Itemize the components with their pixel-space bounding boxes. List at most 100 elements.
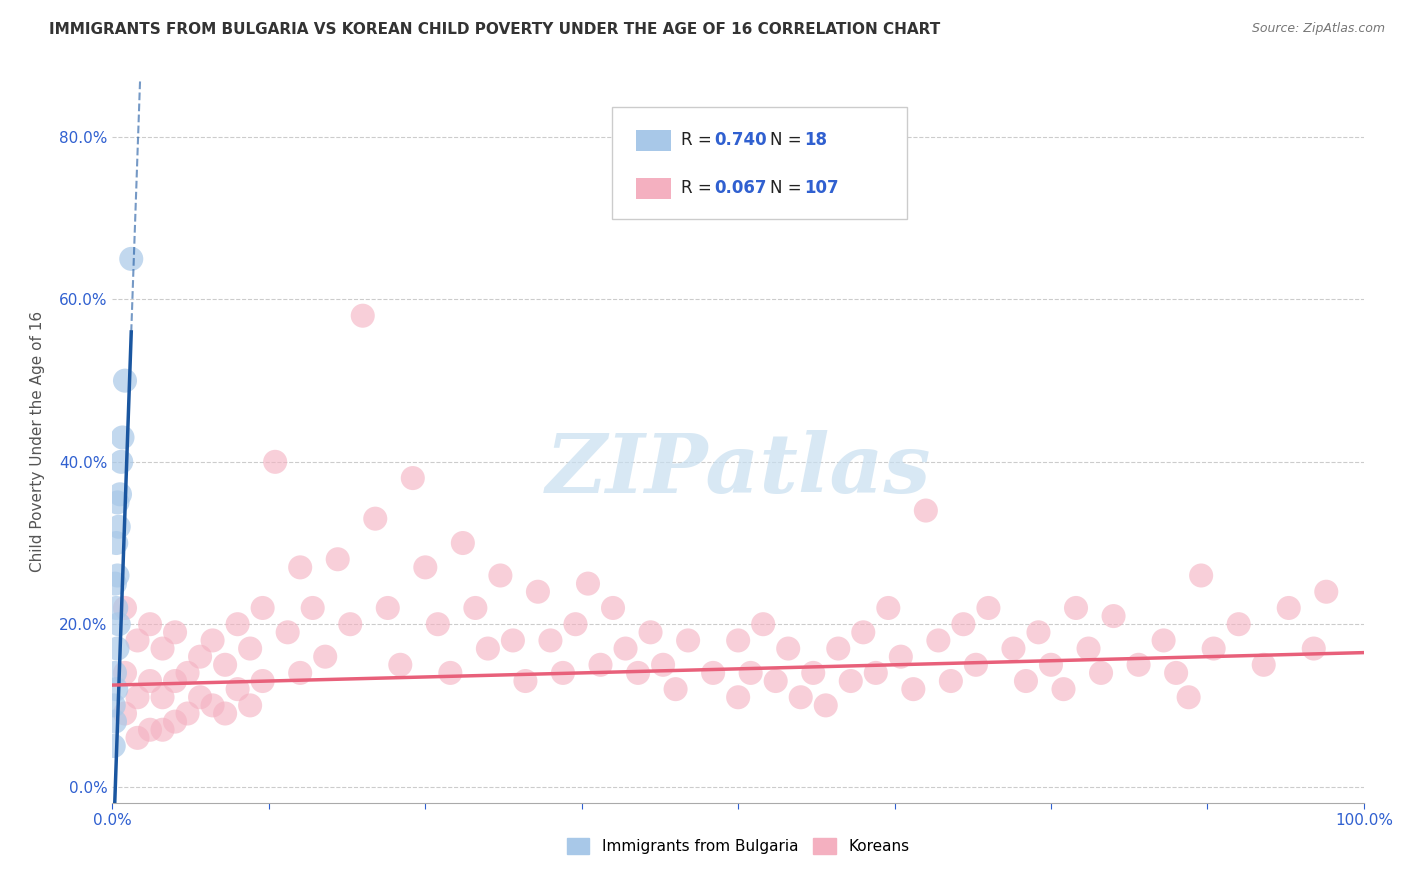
- Point: [1189, 568, 1212, 582]
- Point: [765, 673, 787, 688]
- Point: [614, 641, 637, 656]
- Point: [903, 682, 925, 697]
- Point: [477, 641, 499, 656]
- Point: [301, 601, 323, 615]
- Point: [176, 706, 198, 721]
- Point: [852, 625, 875, 640]
- Point: [439, 665, 461, 680]
- Point: [965, 657, 987, 672]
- Point: [103, 739, 125, 753]
- Point: [1028, 625, 1050, 640]
- Point: [1128, 657, 1150, 672]
- Point: [127, 690, 149, 705]
- Point: [152, 723, 174, 737]
- Point: [111, 430, 134, 444]
- Point: [1164, 665, 1187, 680]
- Point: [939, 673, 962, 688]
- Point: [1064, 601, 1087, 615]
- Point: [239, 698, 262, 713]
- Point: [163, 625, 186, 640]
- Point: [214, 657, 236, 672]
- Point: [827, 641, 849, 656]
- Point: [1102, 609, 1125, 624]
- Point: [127, 731, 149, 745]
- Point: [201, 698, 224, 713]
- Text: N =: N =: [770, 179, 807, 197]
- Point: [551, 665, 574, 680]
- Point: [120, 252, 142, 266]
- Text: 18: 18: [804, 131, 827, 149]
- Point: [377, 601, 399, 615]
- Point: [915, 503, 938, 517]
- Point: [1302, 641, 1324, 656]
- Point: [389, 657, 412, 672]
- Point: [107, 568, 129, 582]
- Point: [839, 673, 862, 688]
- Point: [108, 487, 131, 501]
- Point: [952, 617, 974, 632]
- Point: [977, 601, 1000, 615]
- Point: [890, 649, 912, 664]
- Point: [489, 568, 512, 582]
- Point: [364, 511, 387, 525]
- Point: [352, 309, 374, 323]
- Point: [1177, 690, 1199, 705]
- Point: [107, 495, 129, 509]
- Point: [252, 601, 274, 615]
- Point: [576, 576, 599, 591]
- Point: [740, 665, 762, 680]
- Point: [676, 633, 699, 648]
- Text: R =: R =: [681, 179, 717, 197]
- Point: [790, 690, 813, 705]
- Point: [290, 665, 312, 680]
- Text: 0.740: 0.740: [714, 131, 766, 149]
- Point: [627, 665, 650, 680]
- Point: [413, 560, 436, 574]
- Point: [107, 641, 129, 656]
- Point: [464, 601, 486, 615]
- Point: [104, 576, 127, 591]
- Point: [1052, 682, 1074, 697]
- Text: R =: R =: [681, 131, 717, 149]
- Point: [1315, 584, 1337, 599]
- Point: [139, 617, 162, 632]
- Point: [339, 617, 361, 632]
- Point: [107, 617, 129, 632]
- Point: [1015, 673, 1038, 688]
- Point: [664, 682, 686, 697]
- Point: [1153, 633, 1175, 648]
- Point: [515, 673, 537, 688]
- Point: [1039, 657, 1063, 672]
- Point: [927, 633, 949, 648]
- Point: [139, 673, 162, 688]
- Point: [502, 633, 524, 648]
- Point: [527, 584, 550, 599]
- Y-axis label: Child Poverty Under the Age of 16: Child Poverty Under the Age of 16: [31, 311, 45, 572]
- Point: [1202, 641, 1225, 656]
- Point: [640, 625, 662, 640]
- Point: [1253, 657, 1275, 672]
- Point: [105, 601, 128, 615]
- Point: [1227, 617, 1250, 632]
- Point: [239, 641, 262, 656]
- Point: [252, 673, 274, 688]
- Point: [139, 723, 162, 737]
- Point: [1002, 641, 1025, 656]
- Point: [104, 714, 127, 729]
- Point: [451, 536, 474, 550]
- Point: [104, 665, 127, 680]
- Point: [264, 455, 287, 469]
- Point: [188, 649, 211, 664]
- Point: [105, 536, 128, 550]
- Text: N =: N =: [770, 131, 807, 149]
- Point: [114, 374, 136, 388]
- Text: 0.067: 0.067: [714, 179, 766, 197]
- Point: [314, 649, 336, 664]
- Point: [226, 682, 249, 697]
- Text: ZIPatlas: ZIPatlas: [546, 431, 931, 510]
- Point: [602, 601, 624, 615]
- Point: [1278, 601, 1301, 615]
- Point: [589, 657, 612, 672]
- Point: [814, 698, 837, 713]
- Text: Source: ZipAtlas.com: Source: ZipAtlas.com: [1251, 22, 1385, 36]
